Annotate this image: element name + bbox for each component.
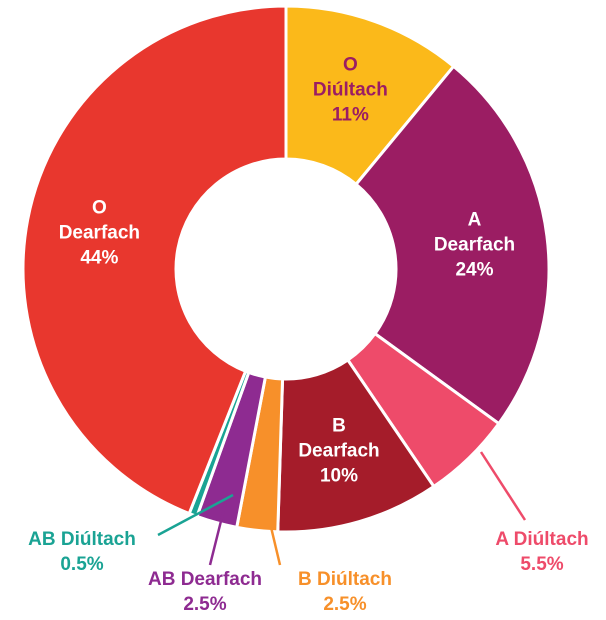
value-label: 2.5% bbox=[323, 594, 367, 615]
value-label: 10% bbox=[319, 465, 359, 487]
category-label: A Diúltach bbox=[495, 529, 589, 550]
value-label: 11% bbox=[331, 104, 369, 126]
category-label: O Dearfach bbox=[58, 197, 141, 244]
slice-label: A Dearfach 24% bbox=[434, 208, 515, 283]
category-label: A Dearfach bbox=[433, 209, 516, 256]
slice-label: O Dearfach 44% bbox=[59, 196, 140, 271]
category-label: AB Dearfach bbox=[147, 569, 263, 590]
slice bbox=[276, 357, 436, 534]
slice-label: B Dearfach 10% bbox=[298, 414, 379, 489]
slice-label: O Diúltach 11% bbox=[313, 53, 388, 128]
value-label: 44% bbox=[80, 247, 119, 269]
value-label: 24% bbox=[455, 259, 494, 281]
category-label: B Diúltach bbox=[298, 569, 392, 590]
slice-label: B Diúltach 2.5% bbox=[298, 567, 392, 617]
value-label: 2.5% bbox=[183, 594, 227, 615]
leader-line bbox=[264, 505, 282, 566]
slice-label: AB Dearfach 2.5% bbox=[148, 567, 262, 617]
leader-line bbox=[157, 493, 234, 537]
category-label: B Dearfach bbox=[298, 415, 380, 462]
category-label: AB Diúltach bbox=[28, 529, 136, 550]
slice bbox=[21, 4, 288, 516]
slice bbox=[354, 64, 551, 426]
leader-line bbox=[479, 451, 527, 521]
slice-label: AB Diúltach 0.5% bbox=[28, 527, 136, 577]
category-label: O Diúltach bbox=[312, 54, 388, 101]
leader-line bbox=[208, 500, 228, 566]
slice-label: A Diúltach 5.5% bbox=[495, 527, 588, 577]
value-label: 0.5% bbox=[60, 554, 104, 575]
value-label: 5.5% bbox=[520, 554, 564, 575]
slice bbox=[284, 4, 456, 187]
